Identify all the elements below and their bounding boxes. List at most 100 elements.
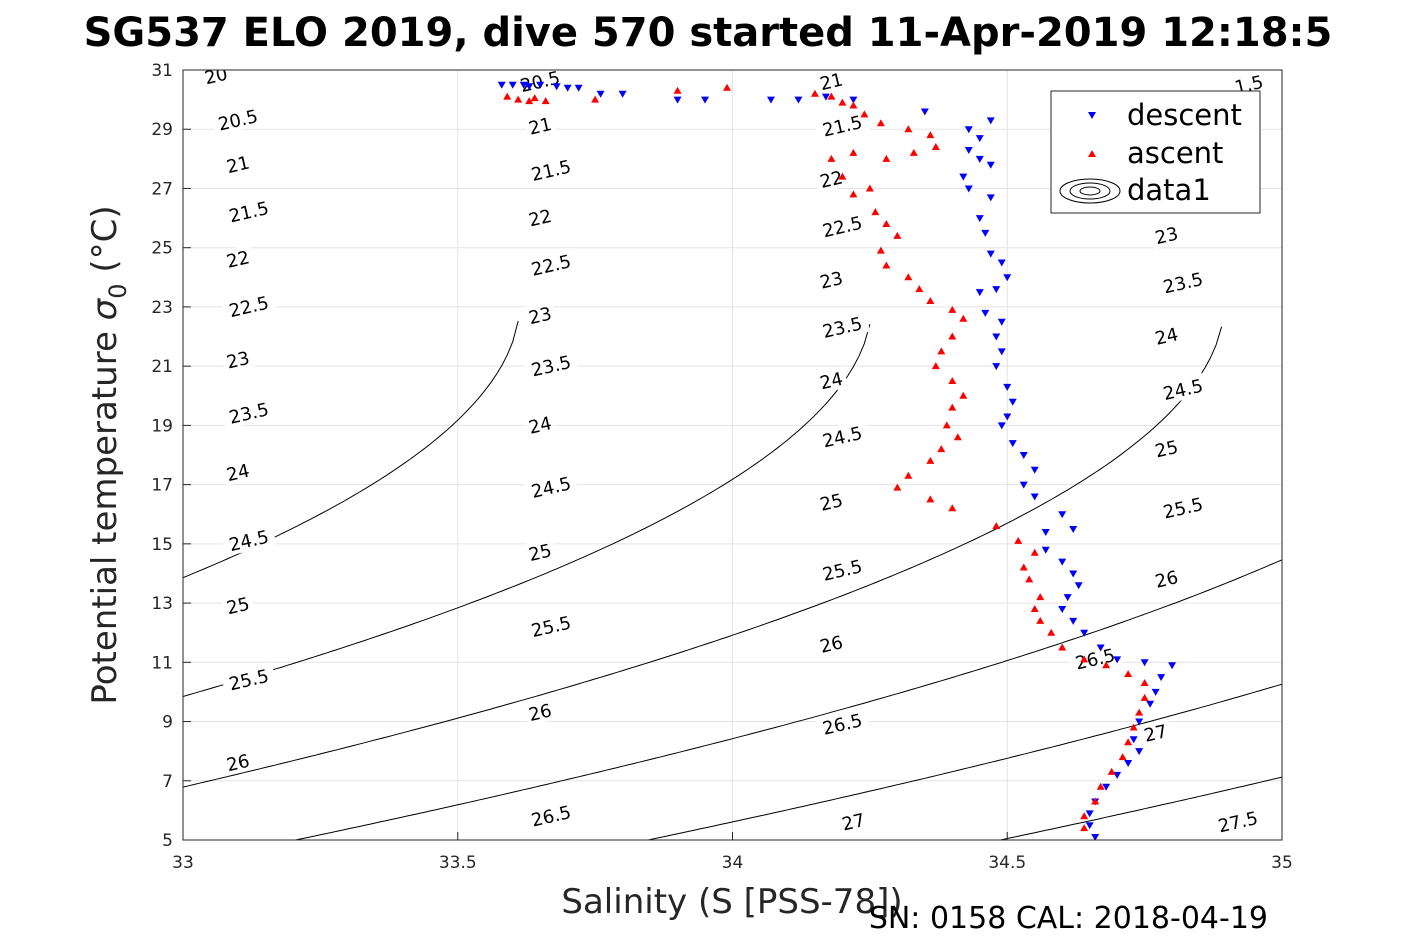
y-tick-label: 21 (151, 357, 173, 377)
contour-label-bg (523, 247, 579, 282)
y-tick-label: 9 (162, 713, 173, 733)
ascent-point (1047, 628, 1056, 636)
contour-label-bg (522, 410, 558, 439)
descent-point (986, 194, 995, 202)
contour-label: 25 (527, 540, 554, 566)
contour-label-bg (220, 747, 255, 777)
descent-point (1168, 662, 1177, 670)
descent-point (552, 83, 561, 91)
contour-label: 24 (527, 413, 554, 439)
y-axis-label-subscript: 0 (104, 283, 132, 298)
descent-point (975, 289, 984, 297)
contour-label-bg (523, 153, 579, 187)
contour-line (293, 559, 1282, 840)
ascent-point (948, 504, 957, 512)
descent-point (849, 96, 858, 104)
contour-label-group: 21 (220, 149, 255, 178)
x-tick-label: 33 (172, 853, 194, 873)
contour-label: 27 (840, 810, 867, 836)
descent-point (563, 84, 572, 92)
ascent-point (909, 148, 918, 156)
descent-point (1003, 413, 1012, 421)
contour-label-group: 25 (1149, 434, 1184, 463)
ascent-point (1096, 782, 1105, 790)
ascent-point (1030, 605, 1039, 612)
contour-label-bg (1149, 564, 1184, 593)
descent-point (1074, 582, 1083, 590)
descent-point (1135, 718, 1144, 726)
ascent-point (1124, 670, 1133, 678)
contour-label: 27 (1142, 721, 1169, 747)
contour-label-bg (220, 457, 255, 486)
contour-label-bg (522, 111, 558, 140)
contour-label-group: 24 (1149, 321, 1184, 350)
ascent-point (530, 94, 539, 102)
contour-label: 26 (1153, 567, 1180, 593)
y-axis-label: Potential temperature σ0 (°C) (85, 205, 132, 704)
descent-point (1102, 783, 1111, 791)
descent-point (1113, 656, 1122, 664)
descent-point (1096, 644, 1105, 652)
descent-point (964, 126, 973, 134)
descent-point (975, 215, 984, 223)
footer-calibration: SN: 0158 CAL: 2018-04-19 (869, 901, 1268, 936)
ascent-point (926, 297, 935, 304)
contour-label-bg (209, 102, 266, 136)
descent-point (1113, 771, 1122, 779)
contour-line (997, 776, 1282, 840)
descent-point (997, 348, 1006, 356)
contour-label: 20 (203, 64, 230, 90)
ascent-point (931, 143, 940, 150)
ascent-point (882, 220, 891, 227)
contour-label: 25 (225, 594, 252, 620)
descent-point (997, 318, 1006, 326)
x-axis-ticks: 33 33.5 34 34.5 35 (172, 832, 1293, 873)
contour-label-bg (836, 807, 871, 836)
x-tick-label: 34.5 (988, 853, 1026, 873)
contour-label-bg (220, 395, 277, 430)
contour-label: 26 (818, 632, 845, 658)
contour-label-bg (522, 203, 558, 232)
ascent-point (810, 89, 819, 97)
descent-point (981, 309, 990, 317)
y-tick-label: 29 (151, 120, 173, 140)
y-axis-label-sigma: σ (85, 297, 125, 320)
contour-label-group: 21 (814, 70, 849, 95)
y-tick-label: 27 (151, 179, 173, 199)
contour-label-bg (220, 590, 255, 620)
contour-label-bg (220, 289, 277, 323)
descent-point (701, 96, 710, 104)
y-axis-ticks: 5 7 9 11 13 15 17 19 21 23 25 27 29 31 (151, 61, 191, 851)
ascent-point (893, 483, 902, 491)
contour-label-group: 22 (220, 244, 255, 273)
contour-label-group: 25 (220, 590, 255, 620)
descent-point (536, 81, 545, 89)
contour-label-group: 26 (1149, 564, 1184, 593)
contour-label: 23 (1153, 223, 1180, 249)
contour-label-bg (1209, 804, 1266, 838)
ascent-point (871, 208, 880, 216)
ascent-point (838, 98, 847, 106)
legend-data1-label: data1 (1127, 173, 1211, 207)
descent-point (1140, 659, 1149, 667)
contour-label-bg (814, 265, 849, 294)
ascent-point (860, 110, 869, 118)
contour-label-group: 24 (220, 457, 255, 486)
descent-point (992, 333, 1001, 341)
y-tick-label: 17 (151, 476, 173, 496)
contour-label-group: 25 (522, 537, 558, 566)
ascent-point (948, 376, 957, 384)
ascent-point (514, 95, 523, 103)
contour-label-group: 23 (814, 265, 849, 294)
y-tick-label: 7 (162, 772, 173, 792)
chart-title: SG537 ELO 2019, dive 570 started 11-Apr-… (84, 10, 1333, 56)
descent-point (1124, 760, 1133, 767)
descent-point (986, 117, 995, 125)
y-tick-label: 13 (151, 594, 173, 614)
contour-label-group: 27.5 (1209, 804, 1266, 838)
ascent-point (1129, 723, 1138, 731)
descent-point (1063, 594, 1072, 602)
contour-label-bg (1155, 265, 1211, 299)
contour-label-bg (1149, 434, 1184, 463)
